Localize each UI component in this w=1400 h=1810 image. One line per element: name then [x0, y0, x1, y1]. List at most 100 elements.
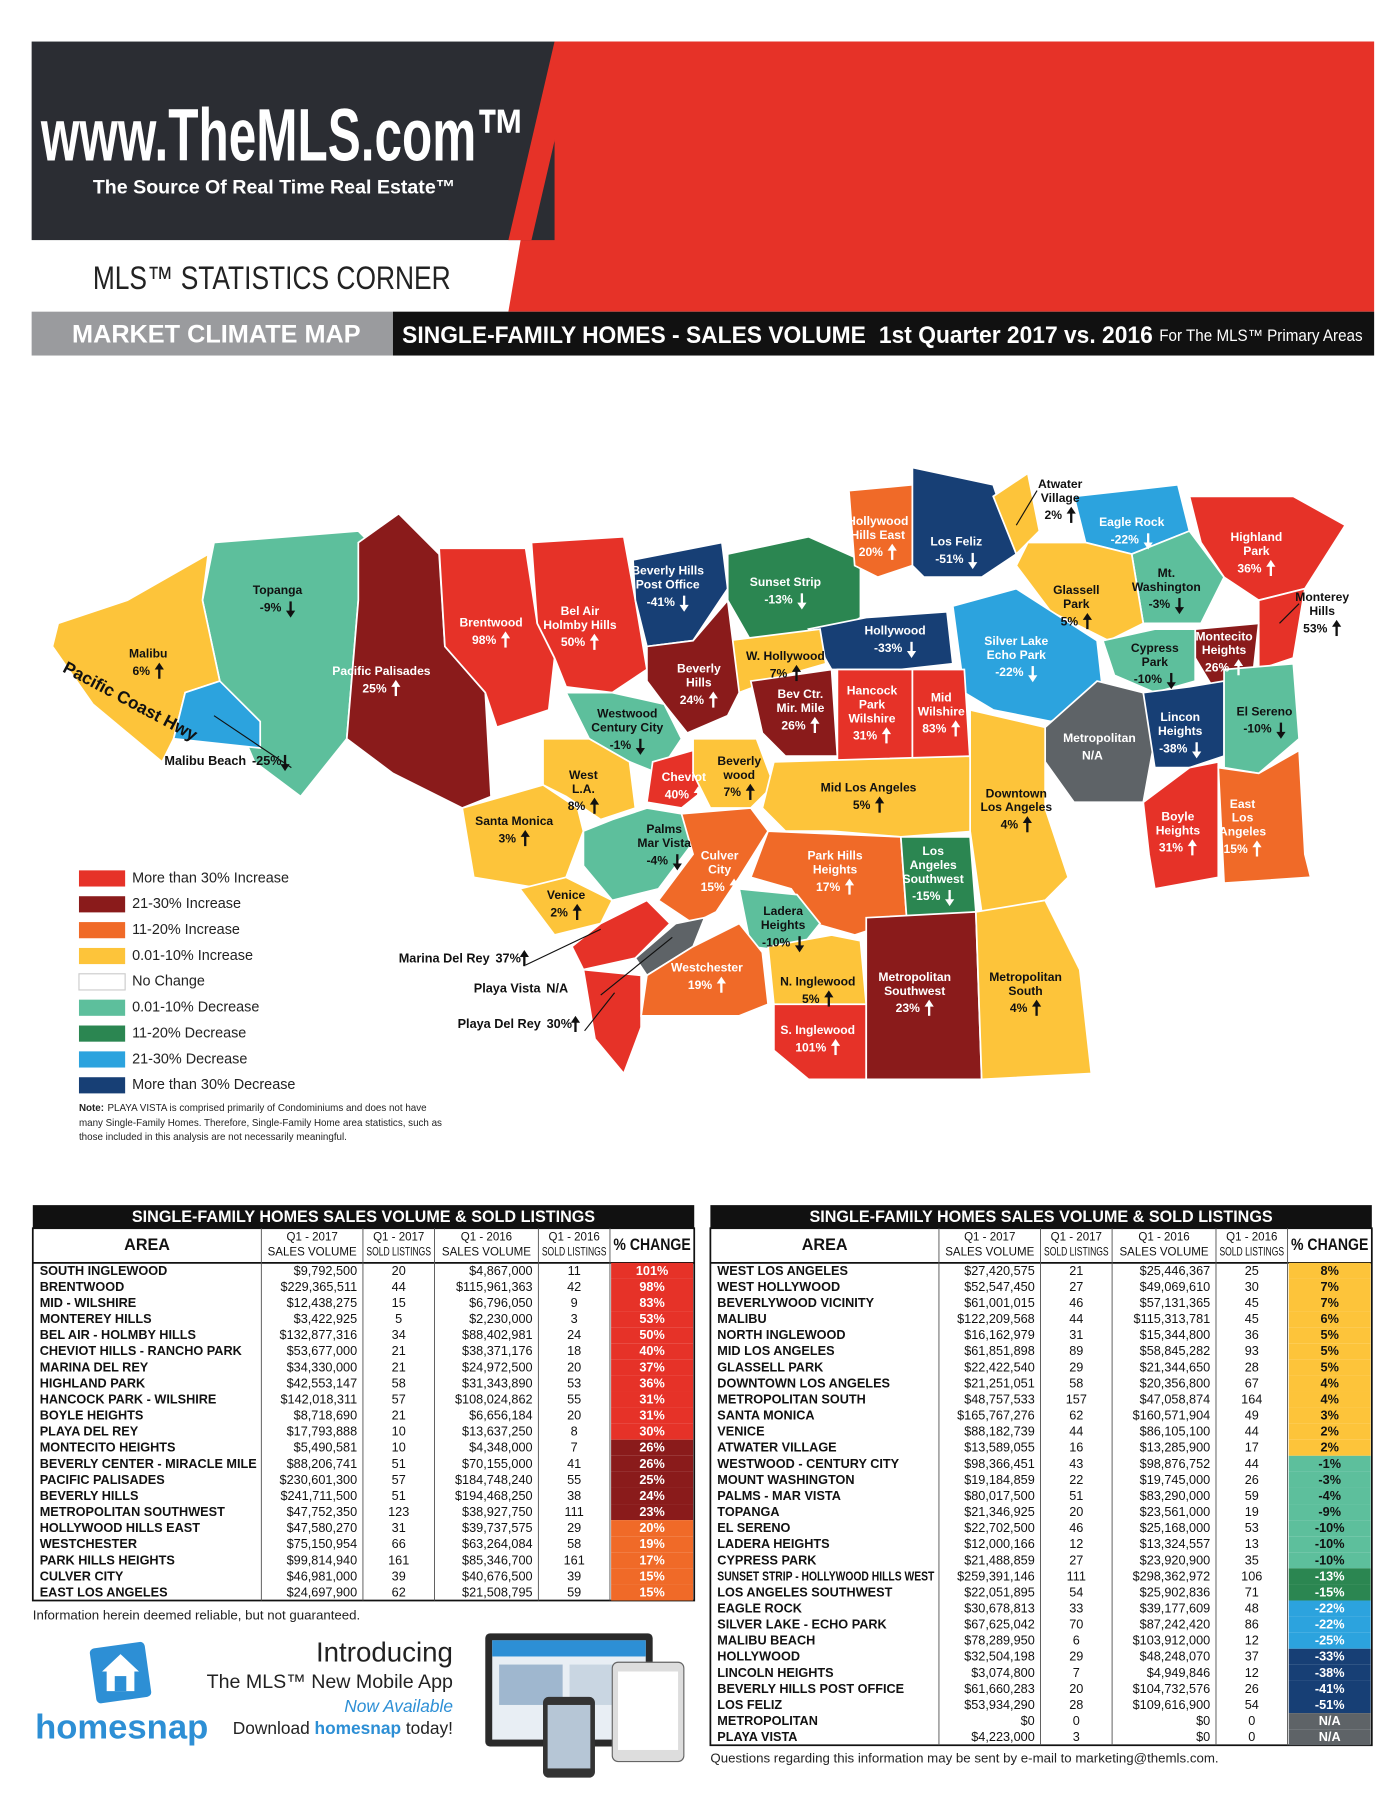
column-header: Q1 - 2016: [461, 1231, 512, 1243]
table-cell: SANTA MONICA: [717, 1409, 814, 1423]
region-name: Playa Vista: [474, 982, 542, 996]
table-cell: BEVERLY HILLS POST OFFICE: [717, 1682, 904, 1696]
table-cell: 67: [1245, 1376, 1259, 1390]
table-cell: 26: [1245, 1473, 1259, 1487]
table-cell: 21: [392, 1409, 406, 1423]
table-cell: PACIFIC PALISADES: [40, 1473, 165, 1487]
change-cell-bg: [1288, 1327, 1371, 1344]
table-cell: TOPANGA: [717, 1505, 779, 1519]
table-cell: $67,625,042: [964, 1618, 1035, 1632]
map-region: [1044, 680, 1156, 804]
table-cell: $75,150,954: [287, 1537, 358, 1551]
change-cell: -33%: [1315, 1650, 1345, 1664]
table-cell: $58,845,282: [1140, 1344, 1211, 1358]
table-cell: BEVERLY HILLS: [40, 1489, 139, 1503]
legend-label: No Change: [132, 974, 205, 990]
table-cell: MID - WILSHIRE: [40, 1296, 137, 1310]
region-name: Washington: [1132, 580, 1201, 594]
table-cell: 16: [1069, 1441, 1083, 1455]
map-region: [646, 598, 741, 735]
table-cell: $142,018,311: [280, 1392, 357, 1406]
arrow-head: [1082, 612, 1092, 620]
table-cell: 59: [1245, 1489, 1259, 1503]
table-cell: GLASSELL PARK: [717, 1360, 824, 1374]
table-cell: 12: [1245, 1634, 1259, 1648]
region-name: Park: [859, 698, 886, 712]
table-cell: $47,058,874: [1140, 1392, 1211, 1406]
change-cell-bg: [1288, 1552, 1371, 1569]
table-cell: CULVER CITY: [40, 1569, 124, 1583]
change-cell: -4%: [1318, 1489, 1341, 1503]
arrow: [794, 936, 805, 953]
arrow-head: [968, 562, 978, 570]
region-name: Westchester: [671, 961, 743, 975]
table-cell: $17,793,888: [287, 1425, 358, 1439]
table-cell: $34,330,000: [287, 1360, 358, 1374]
arrow: [1066, 506, 1076, 523]
arrow-head: [810, 716, 820, 724]
change-cell-bg: [611, 1278, 694, 1296]
change-cell-bg: [1288, 1600, 1371, 1617]
arrow: [1252, 840, 1262, 857]
header-dark-panel: [31, 41, 555, 241]
region-name: Park: [1243, 544, 1270, 558]
table-title: SINGLE-FAMILY HOMES SALES VOLUME & SOLD …: [132, 1208, 595, 1226]
table-cell: $38,371,176: [462, 1344, 533, 1358]
map-region: [345, 512, 492, 809]
arrow-head: [1022, 816, 1032, 824]
table-cell: $259,391,146: [957, 1569, 1035, 1583]
region-name: Angeles: [1219, 824, 1266, 838]
map-region: [749, 668, 839, 757]
table-cell: 58: [1069, 1376, 1083, 1390]
arrow: [1143, 533, 1153, 550]
region-name: West: [569, 768, 598, 782]
table-cell: LINCOLN HEIGHTS: [717, 1666, 833, 1680]
legend-label: 0.01-10% Decrease: [132, 1000, 259, 1016]
change-cell-bg: [1288, 1359, 1371, 1376]
region-label: Playa Del Rey 30%: [458, 1017, 572, 1031]
table-cell: 37: [1245, 1650, 1259, 1664]
map-labels: Topanga -9% Malibu 6% Malibu Beach -25% Pacifi…: [129, 477, 1349, 1056]
change-cell: 24%: [639, 1489, 664, 1503]
table-cell: VENICE: [717, 1425, 764, 1439]
change-cell: 19%: [639, 1537, 664, 1551]
change-cell-bg: [1288, 1616, 1371, 1633]
column-header: AREA: [802, 1236, 848, 1254]
arrow: [945, 889, 955, 907]
change-cell-bg: [611, 1439, 694, 1456]
change-cell: 3%: [1321, 1409, 1339, 1423]
table-cell: $230,601,300: [280, 1473, 358, 1487]
table-cell: 10: [392, 1441, 406, 1455]
legend-label: 21-30% Decrease: [132, 1051, 247, 1067]
arrow-head: [794, 945, 805, 953]
table-cell: $21,346,925: [964, 1505, 1035, 1519]
table-cell: 62: [1069, 1409, 1083, 1423]
table-cell: $70,155,000: [462, 1457, 533, 1471]
table-cell: 20: [1069, 1682, 1083, 1696]
arrow-head: [391, 679, 401, 687]
arrow: [1031, 999, 1042, 1016]
region-change: 5%: [802, 992, 820, 1006]
header-diagonal: [508, 41, 578, 241]
table-cell: $47,580,270: [287, 1521, 358, 1535]
table-cell: 41: [567, 1457, 581, 1471]
tablet-bar: [492, 1640, 646, 1657]
arrow: [1028, 666, 1038, 683]
table-cell: 89: [1069, 1344, 1083, 1358]
region-name: Echo Park: [987, 648, 1046, 662]
map-region: [773, 1003, 868, 1081]
change-cell: -10%: [1315, 1553, 1345, 1567]
arrow: [810, 716, 820, 734]
table-cell: SILVER LAKE - ECHO PARK: [717, 1618, 887, 1632]
table-cell: $194,468,250: [455, 1489, 533, 1503]
region-name: Monterey: [1295, 590, 1349, 604]
region-name: N. Inglewood: [780, 975, 855, 989]
region-name: Mir. Mile: [777, 701, 825, 715]
change-cell: 98%: [639, 1280, 664, 1294]
table-cell: 20: [392, 1264, 406, 1278]
table-cell: MALIBU: [717, 1312, 766, 1326]
table-cell: EAGLE ROCK: [717, 1601, 802, 1615]
change-cell: 5%: [1321, 1360, 1339, 1374]
table-cell: $98,876,752: [1140, 1457, 1211, 1471]
table-cell: BEL AIR - HOLMBY HILLS: [40, 1328, 196, 1342]
